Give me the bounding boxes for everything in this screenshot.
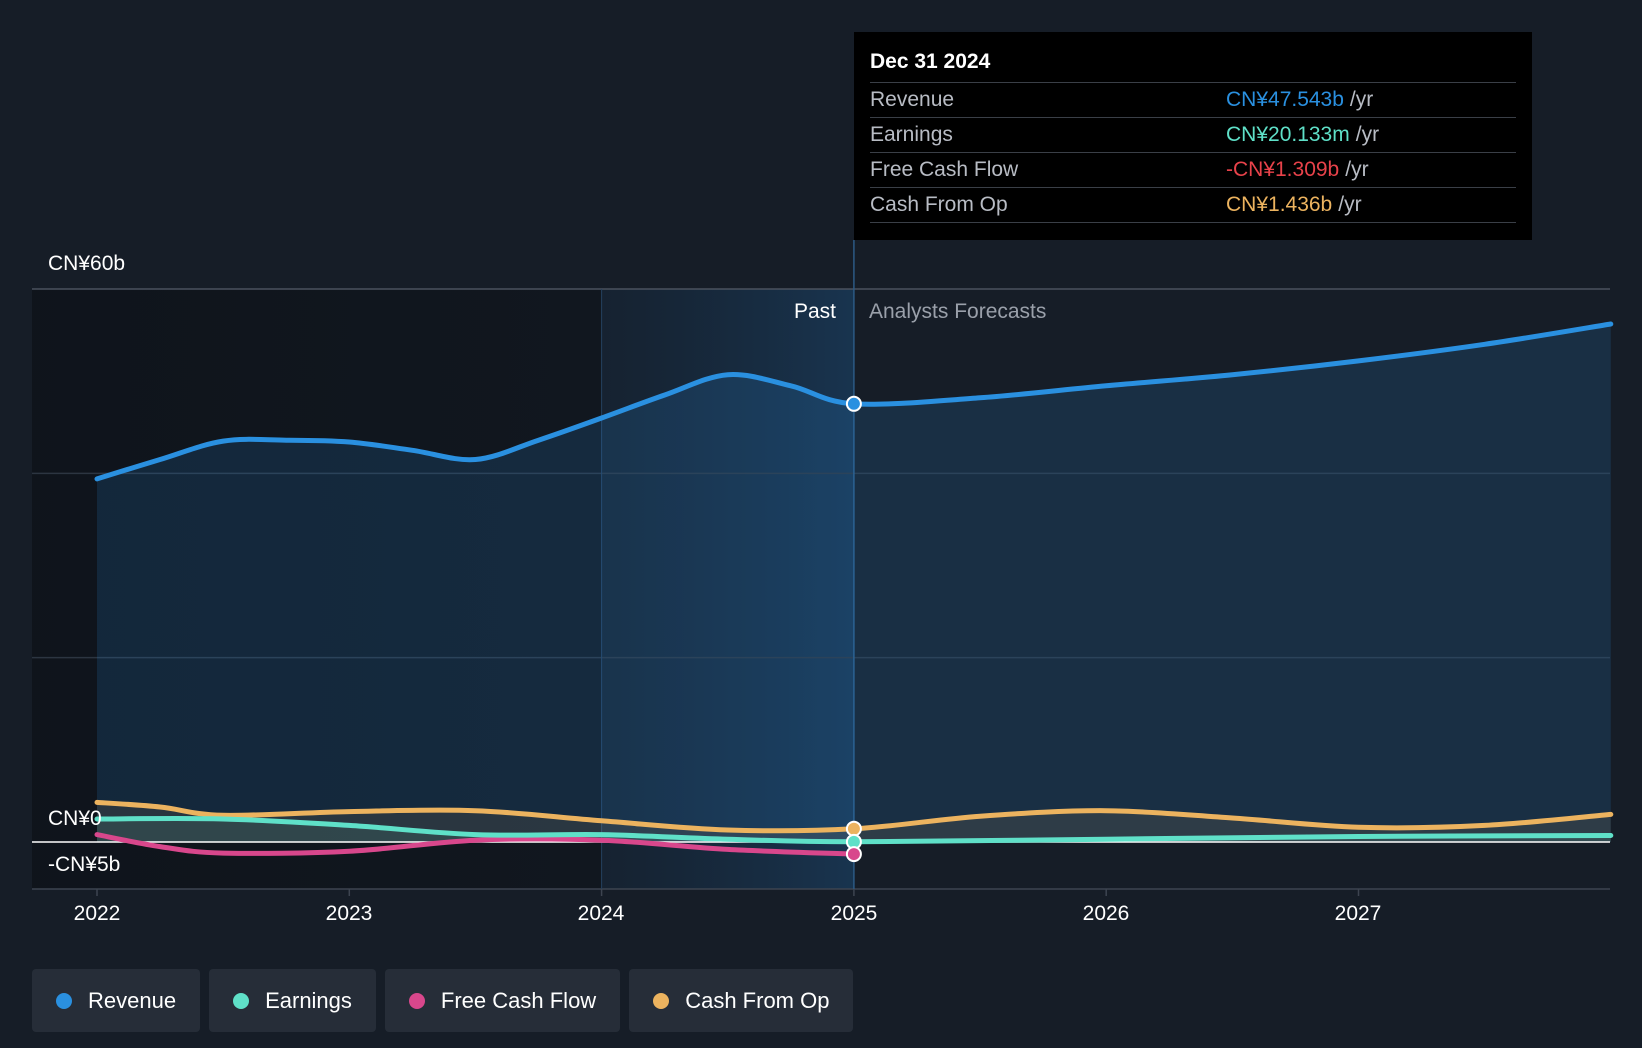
legend-label: Earnings — [265, 987, 352, 1013]
tooltip-unit: /yr — [1338, 193, 1362, 216]
legend-item-revenue[interactable]: Revenue — [32, 969, 201, 1032]
legend-dot-icon — [233, 992, 250, 1009]
tooltip-label: Cash From Op — [870, 193, 1008, 216]
x-tick-label: 2026 — [1082, 902, 1130, 925]
legend-dot-icon — [56, 992, 72, 1009]
past-label: Past — [793, 300, 836, 323]
x-tick-label: 2027 — [1334, 902, 1382, 925]
x-tick-label: 2022 — [73, 902, 121, 925]
hover-point-cash-from-op — [845, 820, 862, 837]
tooltip-value: CN¥1.436b — [1226, 193, 1333, 216]
y-tick-label-zero: CN¥0 — [48, 807, 102, 830]
legend-item-cash-from-op[interactable]: Cash From Op — [629, 969, 854, 1032]
tooltip-label: Free Cash Flow — [870, 158, 1019, 181]
x-tick-label: 2025 — [830, 902, 878, 925]
legend-item-free-cash-flow[interactable]: Free Cash Flow — [384, 969, 621, 1032]
area-revenue — [97, 324, 1611, 842]
tooltip-label: Earnings — [870, 123, 953, 146]
legend-item-earnings[interactable]: Earnings — [209, 969, 376, 1032]
legend-label: Revenue — [88, 987, 177, 1013]
y-tick-label-bottom: -CN¥5b — [48, 853, 121, 876]
series-line-revenue — [94, 321, 1614, 482]
legend-label: Free Cash Flow — [440, 987, 597, 1013]
tooltip-value: CN¥47.543b — [1226, 88, 1344, 111]
series-line-free-cash-flow — [94, 832, 857, 857]
tooltip-row-revenue: Revenue CN¥47.543b /yr — [870, 83, 1516, 118]
x-tick-label: 2024 — [577, 902, 625, 925]
y-tick-label-top: CN¥60b — [48, 252, 126, 275]
legend-label: Cash From Op — [685, 987, 830, 1013]
hover-point-free-cash-flow — [845, 846, 862, 863]
series-line-cash-from-op — [94, 799, 1614, 834]
tooltip-unit: /yr — [1345, 158, 1369, 181]
tooltip-unit: /yr — [1349, 88, 1374, 111]
past-region — [32, 289, 602, 889]
tooltip: Dec 31 2024 Revenue CN¥47.543b /yr Earni… — [854, 32, 1532, 240]
x-tick-label: 2023 — [325, 902, 373, 925]
legend-dot-icon — [408, 992, 425, 1009]
tooltip-row-fcf: Free Cash Flow -CN¥1.309b /yr — [870, 153, 1516, 188]
hover-point-revenue — [845, 395, 862, 412]
forecast-label: Analysts Forecasts — [869, 300, 1047, 323]
tooltip-value: -CN¥1.309b — [1226, 158, 1340, 181]
legend-dot-icon — [653, 992, 670, 1009]
tooltip-row-earnings: Earnings CN¥20.133m /yr — [870, 118, 1516, 153]
tooltip-value: CN¥20.133m — [1226, 123, 1350, 146]
tooltip-date: Dec 31 2024 — [870, 46, 1516, 83]
tooltip-label: Revenue — [870, 88, 955, 111]
series-line-earnings — [94, 816, 1614, 845]
tooltip-row-cfo: Cash From Op CN¥1.436b /yr — [870, 188, 1516, 223]
legend: Revenue Earnings Free Cash Flow Cash Fro… — [32, 969, 854, 1032]
tooltip-unit: /yr — [1355, 123, 1380, 146]
recent-region — [601, 289, 854, 889]
